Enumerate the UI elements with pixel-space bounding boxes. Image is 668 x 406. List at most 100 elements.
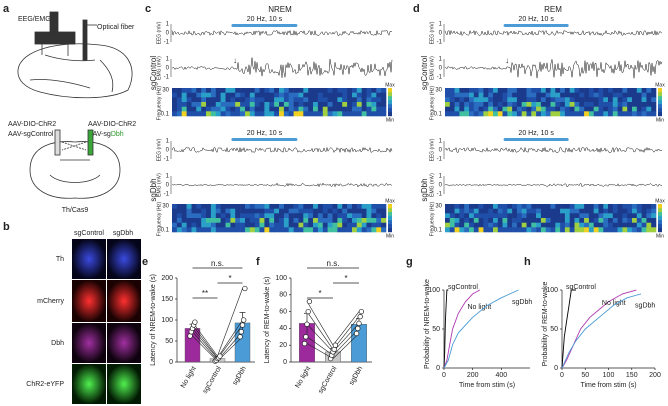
- spectrogram-cell: [502, 92, 508, 98]
- spectrogram-cell: [322, 208, 328, 214]
- spectrogram-cell: [550, 227, 556, 233]
- spectrogram-cell: [540, 204, 546, 209]
- axis-label: Frequency (Hz): [429, 201, 435, 236]
- spectrogram-cell: [317, 102, 324, 107]
- spectrogram-cell: [172, 208, 178, 214]
- spectrogram-cell: [172, 222, 178, 228]
- axis-label: Frequency (Hz): [429, 85, 435, 120]
- spectrogram-cell: [332, 227, 338, 233]
- spectrogram-cell: [352, 218, 358, 223]
- spectrogram-cell: [191, 227, 197, 233]
- spectrogram-cell: [279, 227, 285, 233]
- spectrogram-cell: [230, 106, 236, 112]
- paired-line: [306, 336, 334, 356]
- spectrogram-cell: [569, 213, 575, 219]
- spectrogram-cell: [497, 102, 503, 107]
- spectrogram-cell: [526, 92, 532, 98]
- spectrogram-cell: [181, 106, 187, 112]
- spectrogram-cell: [564, 222, 570, 228]
- spectrogram-cell: [632, 213, 638, 219]
- spectrogram-cell: [313, 111, 319, 117]
- spectrogram-cell: [512, 92, 518, 98]
- spectrogram-cell: [215, 92, 221, 98]
- colorbar: [388, 104, 392, 109]
- spectrogram-cell: [327, 218, 333, 223]
- tick-label: 30: [435, 204, 442, 210]
- spectrogram-cell: [317, 106, 324, 112]
- spectrogram-cell: [593, 208, 599, 214]
- spectrogram-cell: [249, 218, 255, 223]
- group-label: sgControl: [420, 56, 429, 90]
- spectrogram-cell: [317, 111, 324, 117]
- spectrogram-cell: [603, 222, 609, 228]
- spectrogram-cell: [574, 213, 580, 219]
- paired-line: [332, 333, 360, 359]
- spectrogram-cell: [210, 204, 217, 209]
- spectrogram-cell: [646, 111, 652, 117]
- spectrogram-cell: [454, 111, 460, 117]
- spectrogram-cell: [521, 208, 527, 214]
- paired-line: [306, 301, 334, 346]
- spectrogram-cell: [230, 111, 236, 117]
- colorbar: [658, 108, 662, 113]
- spectrogram-cell: [641, 92, 647, 98]
- spectrogram-cell: [555, 218, 561, 223]
- tick-label: 0: [439, 31, 443, 37]
- spectrogram-cell: [555, 227, 561, 233]
- spectrogram-cell: [483, 111, 489, 117]
- spectrogram-cell: [445, 92, 451, 98]
- y-tick-label: 60: [279, 308, 287, 315]
- spectrogram-cell: [632, 111, 638, 117]
- spectrogram-cell: [622, 227, 628, 233]
- spectrogram-cell: [497, 222, 503, 228]
- tick-label: 30: [162, 88, 169, 94]
- spectrogram-cell: [617, 204, 623, 209]
- spectrogram-cell: [545, 227, 551, 233]
- spectrogram-cell: [454, 92, 460, 98]
- spectrogram-cell: [196, 92, 202, 98]
- spectrogram-cell: [308, 106, 314, 112]
- data-point: [305, 308, 311, 315]
- spectrogram-cell: [240, 213, 246, 219]
- spectrogram-cell: [342, 102, 348, 107]
- spectrogram-cell: [641, 222, 647, 228]
- spectrogram-cell: [371, 208, 377, 214]
- spectrogram-cell: [473, 227, 479, 233]
- spectrogram-cell: [313, 208, 319, 214]
- spectrogram-cell: [293, 222, 299, 228]
- spectrogram-cell: [235, 92, 241, 98]
- spectrogram-cell: [381, 227, 387, 233]
- paired-line: [306, 311, 334, 350]
- spectrogram-cell: [526, 222, 532, 228]
- spectrogram-cell: [545, 208, 551, 214]
- spectrogram-cell: [608, 88, 614, 93]
- spectrogram-cell: [483, 218, 489, 223]
- spectrogram-cell: [298, 218, 304, 223]
- spectrogram-cell: [269, 102, 275, 107]
- spectrogram-cell: [483, 204, 489, 209]
- spectrogram-cell: [512, 88, 518, 93]
- x-tick-label: sgDbh: [348, 365, 364, 386]
- spectrogram-cell: [632, 218, 638, 223]
- spectrogram-cell: [651, 213, 657, 219]
- data-point: [332, 342, 339, 348]
- spectrogram-cell: [622, 218, 628, 223]
- spectrogram-cell: [342, 213, 348, 219]
- spectrogram-cell: [493, 106, 499, 112]
- spectrogram-cell: [313, 106, 319, 112]
- spectrogram-cell: [497, 111, 503, 117]
- colorbar: [388, 96, 392, 101]
- spectrogram-cell: [502, 204, 508, 209]
- spectrogram-cell: [376, 218, 382, 223]
- spectrogram-cell: [337, 213, 343, 219]
- spectrogram-cell: [526, 208, 532, 214]
- spectrogram-cell: [366, 213, 372, 219]
- spectrogram-cell: [215, 106, 221, 112]
- spectrogram-cell: [274, 88, 280, 93]
- series-label: sgControl: [566, 284, 596, 291]
- spectrogram-cell: [186, 97, 192, 103]
- spectrogram-cell: [512, 213, 518, 219]
- spectrogram-cell: [473, 218, 479, 223]
- spectrogram-cell: [488, 92, 494, 98]
- spectrogram-cell: [240, 208, 246, 214]
